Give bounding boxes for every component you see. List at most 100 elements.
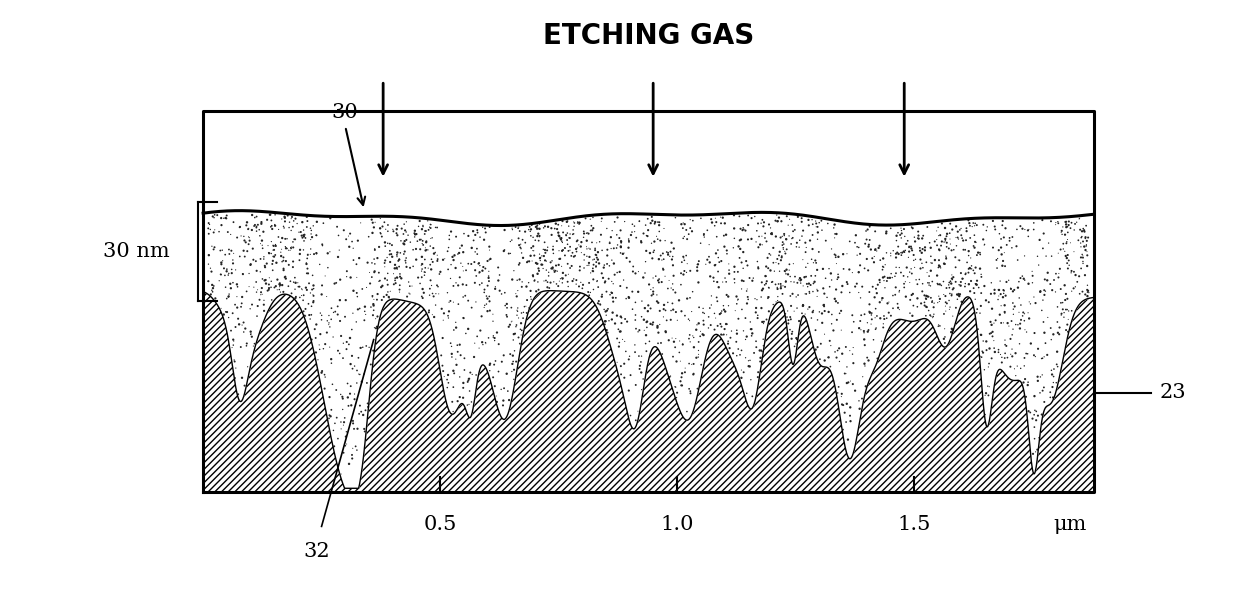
Point (825, 229, 844, 239)
Point (789, 290, 808, 300)
Point (215, 271, 234, 280)
Point (205, 242, 224, 252)
Point (1059, 216, 1079, 226)
Point (579, 229, 599, 238)
Point (999, 236, 1019, 245)
Point (604, 259, 624, 268)
Point (397, 253, 417, 263)
Point (591, 268, 611, 278)
Point (858, 265, 878, 275)
Point (236, 238, 255, 247)
Point (374, 258, 394, 268)
Point (610, 248, 630, 257)
Point (494, 396, 513, 405)
Point (649, 254, 668, 264)
Point (771, 256, 791, 265)
Point (988, 347, 1008, 357)
Point (263, 259, 283, 269)
Point (661, 247, 681, 256)
Point (600, 290, 620, 300)
Point (806, 258, 826, 268)
Point (415, 254, 435, 264)
Point (817, 292, 837, 302)
Point (673, 223, 693, 233)
Point (388, 221, 408, 230)
Point (967, 220, 987, 230)
Point (970, 248, 990, 257)
Point (500, 395, 520, 405)
Point (553, 227, 573, 237)
Point (315, 339, 335, 349)
Point (906, 275, 926, 285)
Point (1048, 248, 1068, 258)
Point (908, 294, 928, 303)
Point (928, 271, 947, 280)
Point (505, 365, 525, 374)
Point (1011, 319, 1030, 329)
Point (641, 319, 661, 329)
Point (1049, 329, 1069, 339)
Point (675, 367, 694, 377)
Point (1075, 233, 1095, 243)
Point (1073, 236, 1092, 246)
Point (894, 224, 914, 234)
Point (745, 212, 765, 221)
Point (528, 264, 548, 273)
Point (546, 219, 565, 229)
Point (583, 266, 603, 276)
Point (911, 248, 931, 257)
Point (994, 248, 1014, 257)
Point (321, 405, 341, 415)
Point (564, 221, 584, 231)
Point (583, 212, 603, 222)
Point (456, 280, 476, 290)
Point (362, 292, 382, 302)
Point (574, 250, 594, 259)
Point (378, 226, 398, 236)
Point (567, 236, 587, 246)
Point (396, 258, 415, 268)
Point (223, 308, 243, 318)
Point (475, 288, 495, 297)
Point (899, 242, 919, 251)
Point (324, 308, 343, 317)
Point (511, 242, 531, 252)
Point (273, 233, 293, 243)
Point (211, 246, 231, 256)
Point (999, 321, 1019, 331)
Point (202, 267, 222, 276)
Point (1018, 226, 1038, 235)
Point (365, 268, 384, 277)
Point (234, 236, 254, 245)
Point (631, 385, 651, 394)
Point (763, 229, 782, 239)
Point (459, 376, 479, 385)
Point (485, 282, 505, 292)
Point (410, 235, 430, 245)
Point (751, 277, 771, 287)
Point (1030, 286, 1050, 296)
Point (671, 356, 691, 366)
Point (687, 266, 707, 276)
Point (691, 238, 711, 248)
Point (689, 303, 709, 312)
Point (1074, 224, 1094, 233)
Point (1040, 323, 1060, 333)
Point (521, 243, 541, 253)
Point (433, 361, 453, 370)
Point (986, 225, 1006, 235)
Point (828, 388, 848, 398)
Point (971, 270, 991, 279)
Point (472, 337, 492, 347)
Point (401, 289, 420, 299)
Point (336, 344, 356, 354)
Point (988, 254, 1008, 264)
Point (611, 236, 631, 246)
Point (1033, 353, 1053, 363)
Point (198, 276, 218, 286)
Point (383, 224, 403, 234)
Point (537, 256, 557, 266)
Point (239, 236, 259, 245)
Point (329, 434, 348, 443)
Point (704, 277, 724, 286)
